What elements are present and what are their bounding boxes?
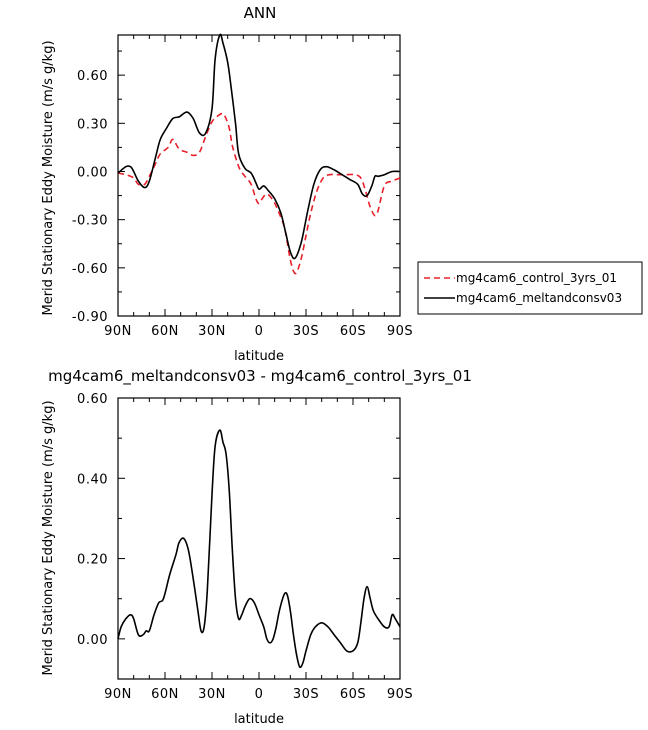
y-tick-label: 0.00 <box>77 633 108 648</box>
series-group <box>117 33 401 275</box>
x-tick-label: 60S <box>340 324 366 339</box>
legend: mg4cam6_control_3yrs_01 mg4cam6_meltandc… <box>417 261 643 315</box>
x-axis-label: latitude <box>234 349 284 364</box>
y-tick-label: -0.90 <box>72 310 108 325</box>
chart-title: ANN <box>244 4 277 22</box>
x-tick-label: 30N <box>198 324 226 339</box>
panel-ann: ANN 90N 60N 30N 0 30S 60S 90S 0.60 0.30 0.00 -0.30… <box>41 4 643 364</box>
x-tick-label: 90N <box>104 324 132 339</box>
y-tick-label: -0.60 <box>72 262 108 277</box>
y-tick-label: 0.30 <box>77 117 108 132</box>
y-tick-label: 0.00 <box>77 165 108 180</box>
x-tick-label: 30N <box>198 687 226 702</box>
y-axis-label: Merid Stationary Eddy Moisture (m/s g/kg… <box>41 40 56 315</box>
x-tick-label: 60N <box>151 324 179 339</box>
y-tick-label: 0.20 <box>77 553 108 568</box>
legend-box <box>417 261 643 315</box>
y-tick-label: 0.60 <box>77 69 108 84</box>
y-tick-label: -0.30 <box>72 214 108 229</box>
plot-border <box>117 397 401 680</box>
series-group <box>117 429 401 669</box>
x-tick-label: 30S <box>293 687 319 702</box>
x-tick-label: 30S <box>293 324 319 339</box>
y-tick-label: 0.40 <box>77 472 108 487</box>
x-tick-label: 0 <box>255 324 264 339</box>
x-tick-label: 0 <box>255 687 264 702</box>
y-tick-label: 0.60 <box>77 392 108 407</box>
series-line-mg4cam6-meltandconsv03 <box>117 33 401 260</box>
x-axis-label: latitude <box>234 712 284 727</box>
panel-difference: mg4cam6_meltandconsv03 - mg4cam6_control… <box>41 367 472 727</box>
y-axis-label: Merid Stationary Eddy Moisture (m/s g/kg… <box>41 400 56 675</box>
x-tick-label: 90N <box>104 687 132 702</box>
x-tick-label: 60S <box>340 687 366 702</box>
chart-title: mg4cam6_meltandconsv03 - mg4cam6_control… <box>48 367 472 386</box>
x-tick-label: 60N <box>151 687 179 702</box>
plot-frame: 90N 60N 30N 0 30S 60S 90S 0.60 0.40 0.20 0.00 <box>77 392 413 702</box>
x-tick-label: 90S <box>387 324 413 339</box>
plot-frame: 90N 60N 30N 0 30S 60S 90S 0.60 0.30 0.00 -0.30 -0.6… <box>72 34 413 339</box>
series-line-difference <box>117 429 401 669</box>
legend-label-meltandconsv: mg4cam6_meltandconsv03 <box>456 291 622 305</box>
x-tick-label: 90S <box>387 687 413 702</box>
legend-label-control: mg4cam6_control_3yrs_01 <box>456 271 617 285</box>
